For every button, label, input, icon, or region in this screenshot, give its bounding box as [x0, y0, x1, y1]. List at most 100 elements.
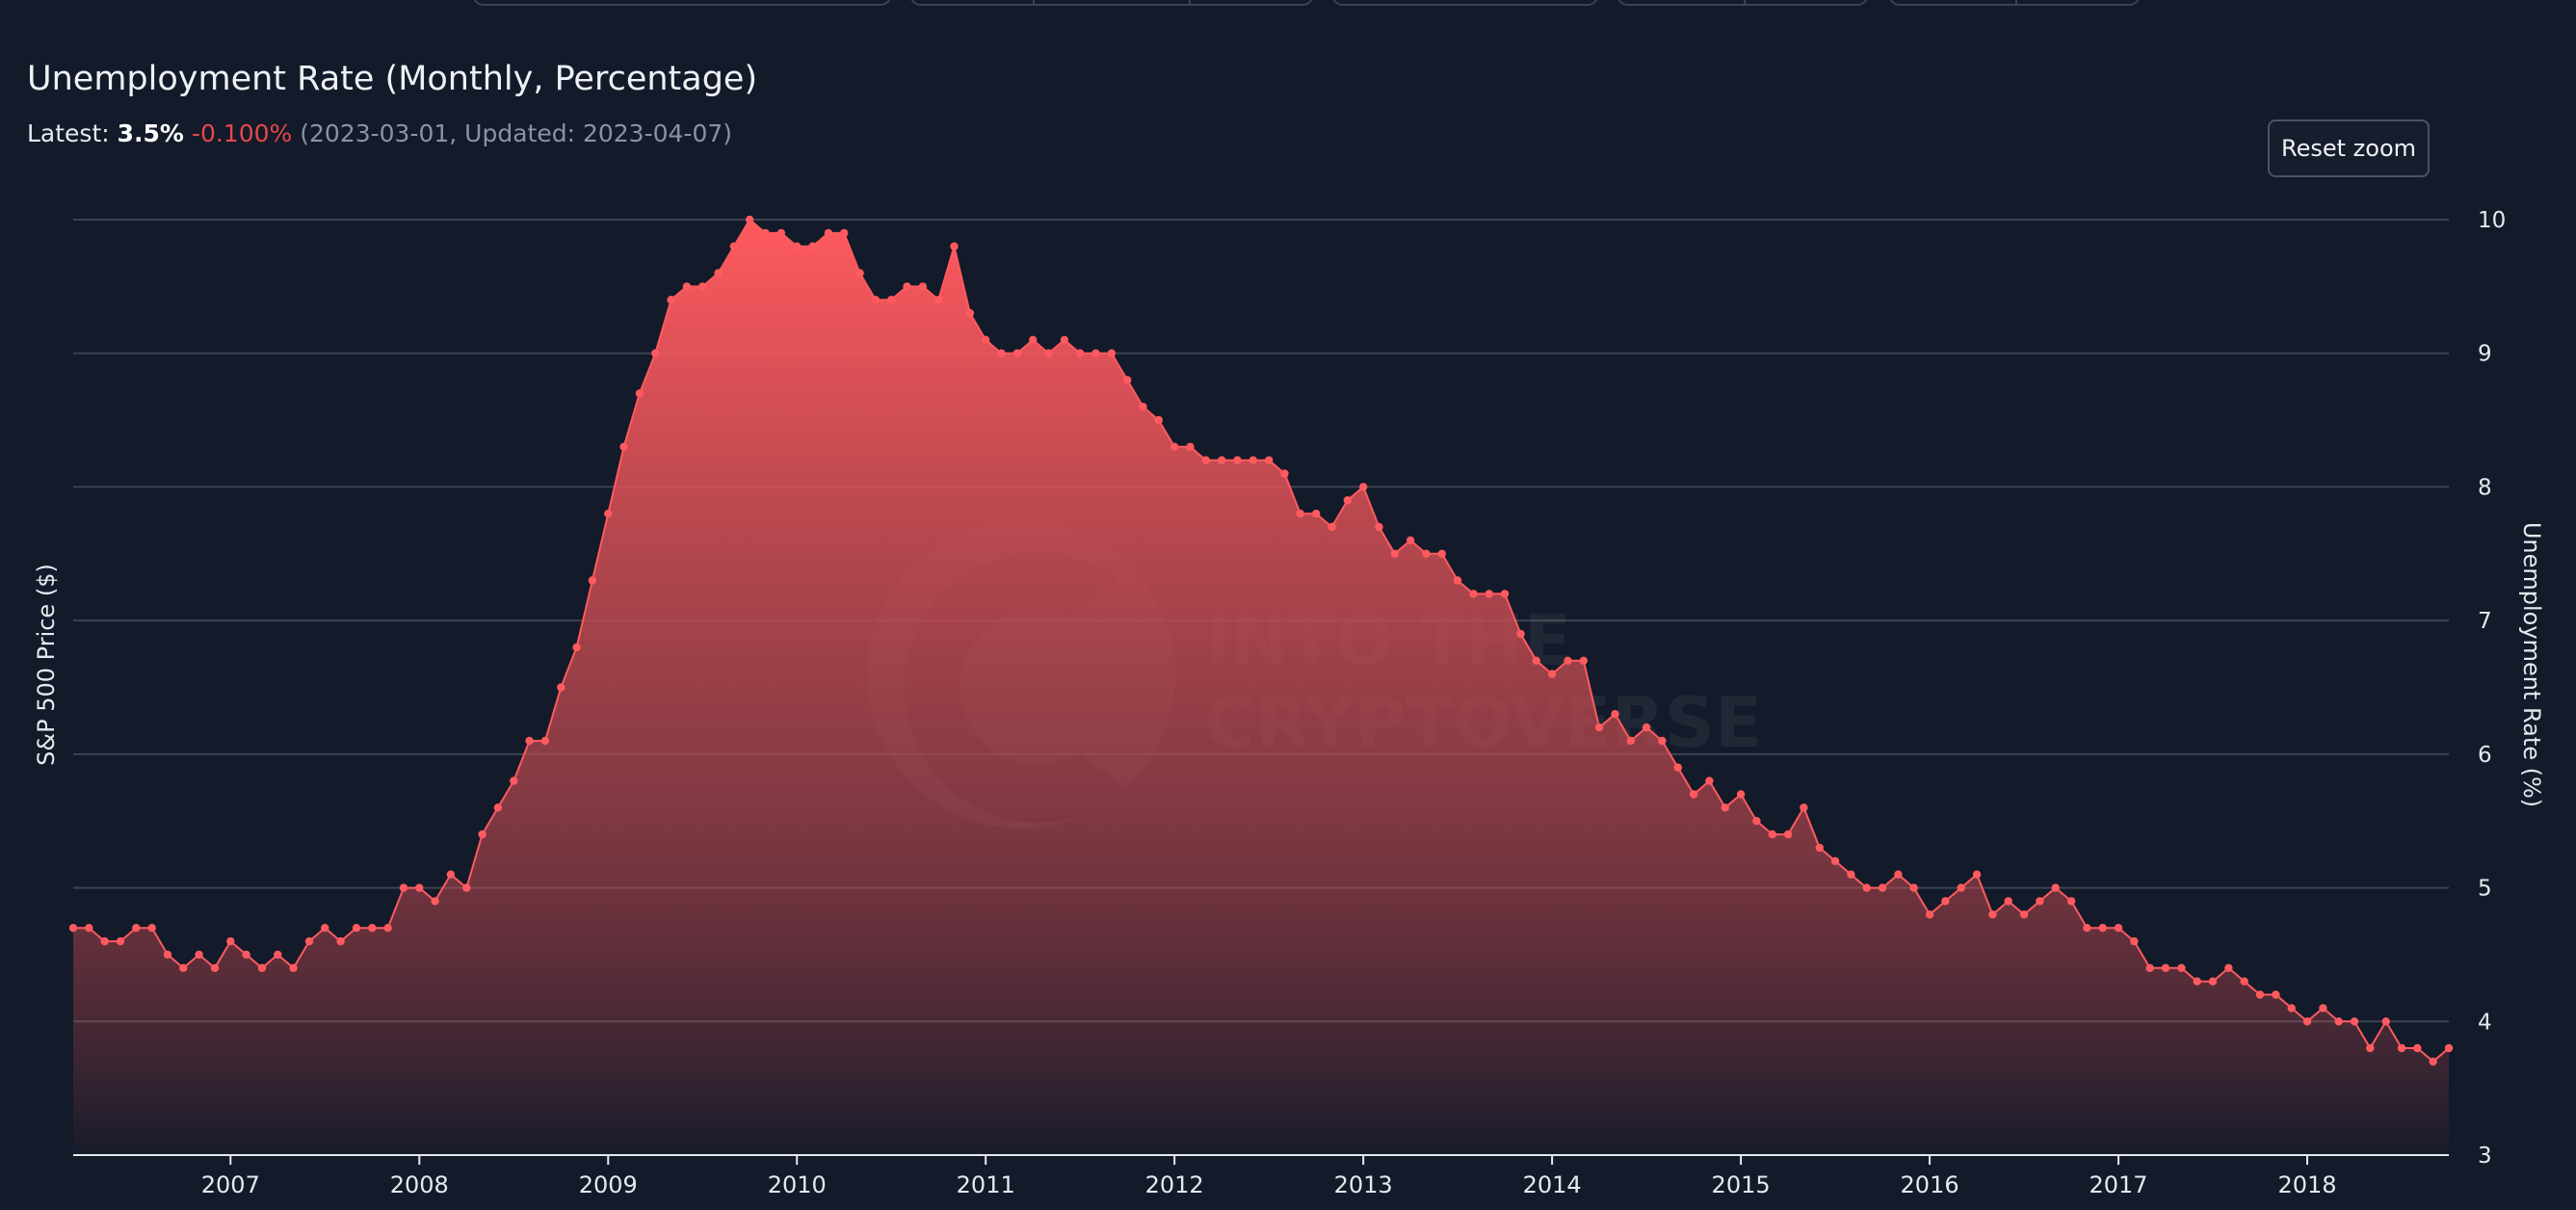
data-point[interactable]	[1783, 829, 1793, 839]
data-point[interactable]	[1406, 536, 1415, 545]
data-point[interactable]	[1894, 870, 1903, 879]
data-point[interactable]	[1878, 883, 1887, 892]
data-point[interactable]	[2319, 1004, 2327, 1013]
data-point[interactable]	[2066, 897, 2076, 906]
data-point[interactable]	[950, 242, 959, 250]
data-point[interactable]	[2036, 897, 2044, 906]
data-point[interactable]	[635, 389, 644, 398]
data-point[interactable]	[2019, 910, 2029, 919]
data-point[interactable]	[132, 924, 141, 933]
data-point[interactable]	[147, 924, 156, 933]
data-point[interactable]	[2366, 1043, 2375, 1053]
data-point[interactable]	[540, 736, 550, 746]
data-point[interactable]	[1469, 590, 1478, 598]
data-point[interactable]	[1029, 335, 1038, 344]
data-point[interactable]	[714, 269, 723, 277]
data-point[interactable]	[446, 870, 456, 879]
data-point[interactable]	[415, 883, 424, 892]
data-point[interactable]	[462, 883, 471, 892]
data-point[interactable]	[746, 215, 754, 224]
data-point[interactable]	[274, 950, 282, 960]
data-point[interactable]	[651, 349, 660, 357]
data-point[interactable]	[1280, 469, 1289, 478]
data-point[interactable]	[997, 349, 1006, 357]
data-point[interactable]	[793, 242, 802, 250]
data-point[interactable]	[1626, 736, 1636, 746]
data-point[interactable]	[2287, 1004, 2296, 1013]
data-point[interactable]	[1862, 883, 1871, 892]
data-point[interactable]	[1972, 870, 1982, 879]
data-point[interactable]	[2114, 924, 2123, 933]
data-point[interactable]	[2429, 1057, 2437, 1066]
data-point[interactable]	[2350, 1017, 2359, 1026]
data-point[interactable]	[1359, 483, 1368, 491]
data-point[interactable]	[619, 442, 628, 451]
data-point[interactable]	[903, 282, 911, 291]
data-point[interactable]	[776, 228, 786, 238]
data-point[interactable]	[572, 643, 581, 652]
data-point[interactable]	[1296, 510, 1305, 518]
reset-zoom-button[interactable]: Reset zoom	[2268, 119, 2430, 177]
data-point[interactable]	[1830, 856, 1840, 865]
data-point[interactable]	[2240, 977, 2248, 986]
data-point[interactable]	[1500, 590, 1510, 598]
data-point[interactable]	[1673, 763, 1683, 772]
data-point[interactable]	[336, 936, 345, 946]
data-point[interactable]	[242, 950, 250, 960]
data-point[interactable]	[1170, 442, 1179, 451]
data-point[interactable]	[1375, 522, 1383, 532]
data-point[interactable]	[1847, 870, 1855, 879]
data-point[interactable]	[1012, 349, 1022, 357]
data-point[interactable]	[1485, 590, 1494, 598]
data-point[interactable]	[557, 683, 565, 692]
data-point[interactable]	[257, 963, 267, 972]
data-point[interactable]	[289, 963, 298, 972]
data-point[interactable]	[116, 936, 125, 946]
data-point[interactable]	[179, 963, 188, 972]
data-point[interactable]	[1186, 442, 1195, 451]
data-point[interactable]	[1091, 349, 1100, 357]
data-point[interactable]	[478, 829, 486, 839]
data-point[interactable]	[2397, 1043, 2406, 1053]
data-point[interactable]	[1154, 415, 1164, 425]
data-point[interactable]	[2161, 963, 2170, 972]
data-point[interactable]	[2004, 897, 2012, 906]
data-point[interactable]	[1925, 910, 1934, 919]
data-point[interactable]	[2224, 963, 2233, 972]
data-point[interactable]	[1752, 817, 1761, 826]
data-point[interactable]	[1312, 510, 1321, 518]
data-point[interactable]	[226, 936, 235, 946]
data-point[interactable]	[808, 242, 817, 250]
data-point[interactable]	[2177, 963, 2186, 972]
data-point[interactable]	[1564, 656, 1572, 665]
data-point[interactable]	[2083, 924, 2091, 933]
data-point[interactable]	[761, 228, 770, 238]
data-point[interactable]	[2381, 1017, 2390, 1026]
data-point[interactable]	[1988, 910, 1997, 919]
data-point[interactable]	[1547, 670, 1557, 678]
data-point[interactable]	[1123, 376, 1132, 384]
data-point[interactable]	[965, 308, 975, 318]
data-point[interactable]	[1579, 656, 1589, 665]
data-point[interactable]	[163, 950, 172, 960]
data-point[interactable]	[1265, 456, 1274, 464]
data-point[interactable]	[1594, 723, 1604, 732]
data-point[interactable]	[1233, 456, 1242, 464]
data-point[interactable]	[1437, 549, 1447, 558]
data-point[interactable]	[1689, 790, 1698, 799]
data-point[interactable]	[2051, 883, 2060, 892]
data-point[interactable]	[1642, 723, 1651, 732]
data-point[interactable]	[2193, 977, 2201, 986]
data-point[interactable]	[304, 936, 314, 946]
data-point[interactable]	[1516, 629, 1525, 639]
data-point[interactable]	[1658, 736, 1667, 746]
data-point[interactable]	[2098, 924, 2107, 933]
data-point[interactable]	[68, 924, 78, 933]
data-point[interactable]	[682, 282, 692, 291]
data-point[interactable]	[1343, 496, 1353, 505]
data-point[interactable]	[1957, 883, 1965, 892]
data-point[interactable]	[1721, 803, 1730, 812]
data-point[interactable]	[1327, 522, 1336, 532]
data-point[interactable]	[352, 924, 361, 933]
